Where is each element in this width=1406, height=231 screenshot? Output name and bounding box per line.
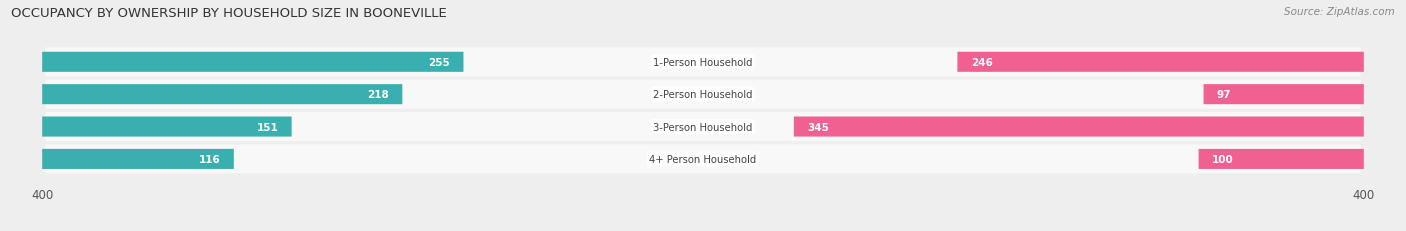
Text: Source: ZipAtlas.com: Source: ZipAtlas.com bbox=[1284, 7, 1395, 17]
Text: 116: 116 bbox=[198, 154, 221, 164]
FancyBboxPatch shape bbox=[45, 80, 1361, 109]
FancyBboxPatch shape bbox=[794, 117, 1364, 137]
FancyBboxPatch shape bbox=[45, 48, 1361, 77]
FancyBboxPatch shape bbox=[957, 52, 1364, 73]
Text: 4+ Person Household: 4+ Person Household bbox=[650, 154, 756, 164]
Text: 345: 345 bbox=[807, 122, 830, 132]
Text: 100: 100 bbox=[1212, 154, 1233, 164]
FancyBboxPatch shape bbox=[42, 85, 402, 105]
Text: 255: 255 bbox=[429, 58, 450, 67]
FancyBboxPatch shape bbox=[45, 112, 1361, 142]
Text: 3-Person Household: 3-Person Household bbox=[654, 122, 752, 132]
FancyBboxPatch shape bbox=[1198, 149, 1364, 169]
FancyBboxPatch shape bbox=[45, 145, 1361, 174]
Text: 151: 151 bbox=[257, 122, 278, 132]
Text: 1-Person Household: 1-Person Household bbox=[654, 58, 752, 67]
Text: 97: 97 bbox=[1216, 90, 1232, 100]
Text: 218: 218 bbox=[367, 90, 389, 100]
FancyBboxPatch shape bbox=[42, 149, 233, 169]
Text: 246: 246 bbox=[970, 58, 993, 67]
Text: 2-Person Household: 2-Person Household bbox=[654, 90, 752, 100]
Text: OCCUPANCY BY OWNERSHIP BY HOUSEHOLD SIZE IN BOONEVILLE: OCCUPANCY BY OWNERSHIP BY HOUSEHOLD SIZE… bbox=[11, 7, 447, 20]
FancyBboxPatch shape bbox=[42, 52, 464, 73]
FancyBboxPatch shape bbox=[42, 117, 291, 137]
FancyBboxPatch shape bbox=[1204, 85, 1364, 105]
